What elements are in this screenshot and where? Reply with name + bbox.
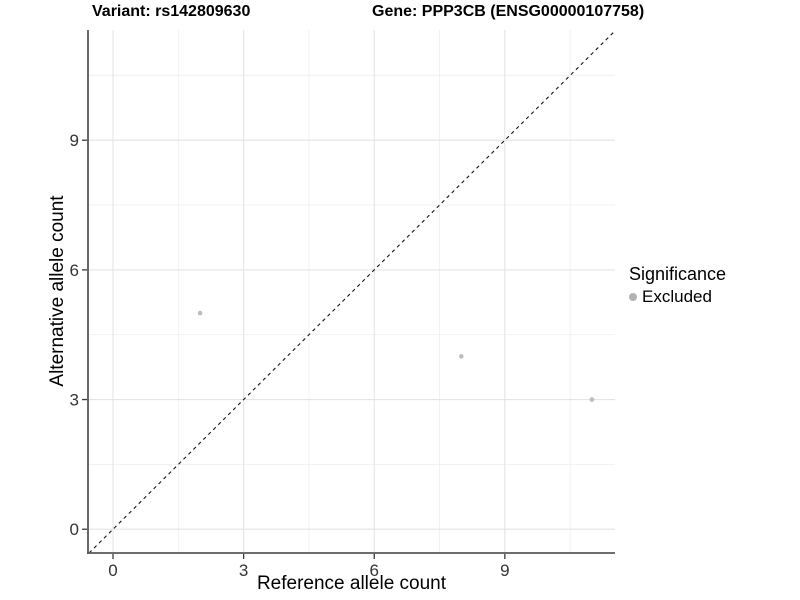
x-axis-title: Reference allele count bbox=[256, 573, 447, 594]
grid-major-lines bbox=[88, 30, 615, 553]
grid-minor-lines bbox=[88, 30, 615, 553]
svg-text:0: 0 bbox=[70, 520, 79, 539]
y-axis-title: Alternative allele count bbox=[47, 195, 68, 387]
plot-title-variant: Variant: rs142809630 bbox=[92, 3, 251, 20]
svg-text:9: 9 bbox=[500, 561, 509, 580]
data-points bbox=[197, 310, 595, 402]
legend-key-point-icon bbox=[629, 293, 637, 301]
legend-item-label: Excluded bbox=[642, 287, 712, 306]
legend: Significance Excluded bbox=[629, 264, 726, 307]
tick-labels: 0 3 6 9 0 3 6 9 bbox=[70, 131, 510, 580]
svg-text:6: 6 bbox=[70, 261, 79, 280]
legend-title: Significance bbox=[629, 264, 727, 284]
svg-text:3: 3 bbox=[70, 391, 79, 410]
legend-item-excluded: Excluded bbox=[629, 287, 726, 307]
svg-text:6: 6 bbox=[370, 561, 379, 580]
identity-dashed-line bbox=[88, 30, 616, 554]
svg-text:9: 9 bbox=[70, 131, 79, 150]
svg-text:3: 3 bbox=[239, 561, 248, 580]
svg-text:0: 0 bbox=[108, 561, 117, 580]
tick-marks bbox=[82, 139, 506, 559]
axis-lines bbox=[87, 30, 615, 554]
plot-title-gene: Gene: PPP3CB (ENSG00000107758) bbox=[372, 3, 645, 20]
